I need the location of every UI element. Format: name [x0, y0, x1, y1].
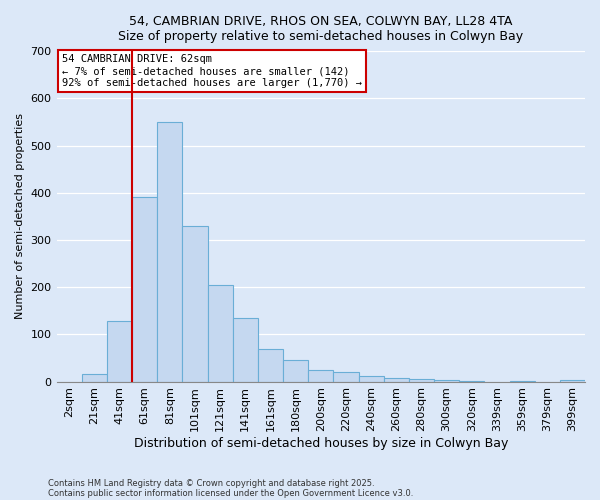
Bar	[182, 226, 208, 382]
Bar	[383, 378, 409, 382]
Text: Contains public sector information licensed under the Open Government Licence v3: Contains public sector information licen…	[48, 488, 413, 498]
Bar	[308, 370, 334, 382]
Bar	[132, 198, 157, 382]
Title: 54, CAMBRIAN DRIVE, RHOS ON SEA, COLWYN BAY, LL28 4TA
Size of property relative : 54, CAMBRIAN DRIVE, RHOS ON SEA, COLWYN …	[118, 15, 523, 43]
Bar	[107, 321, 132, 382]
Bar	[434, 380, 459, 382]
Y-axis label: Number of semi-detached properties: Number of semi-detached properties	[15, 114, 25, 320]
Bar	[359, 376, 383, 382]
Bar	[509, 380, 535, 382]
Text: 54 CAMBRIAN DRIVE: 62sqm
← 7% of semi-detached houses are smaller (142)
92% of s: 54 CAMBRIAN DRIVE: 62sqm ← 7% of semi-de…	[62, 54, 362, 88]
Bar	[560, 380, 585, 382]
Text: Contains HM Land Registry data © Crown copyright and database right 2025.: Contains HM Land Registry data © Crown c…	[48, 478, 374, 488]
Bar	[82, 374, 107, 382]
Bar	[334, 372, 359, 382]
Bar	[157, 122, 182, 382]
X-axis label: Distribution of semi-detached houses by size in Colwyn Bay: Distribution of semi-detached houses by …	[134, 437, 508, 450]
Bar	[409, 379, 434, 382]
Bar	[233, 318, 258, 382]
Bar	[283, 360, 308, 382]
Bar	[258, 348, 283, 382]
Bar	[208, 285, 233, 382]
